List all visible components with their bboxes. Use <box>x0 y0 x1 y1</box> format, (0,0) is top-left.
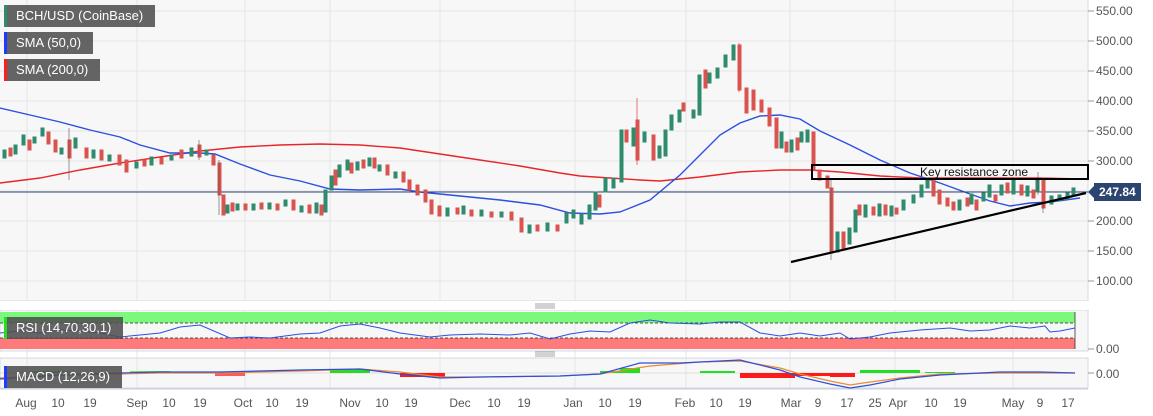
rsi-color-swatch <box>4 317 7 339</box>
legend-symbol-label: BCH/USD (CoinBase) <box>16 8 144 23</box>
y-tick-label: 450.00 <box>1096 64 1133 78</box>
macd-line <box>0 359 1076 389</box>
rsi-axis-label: 0.00 <box>1096 342 1120 356</box>
macd-axis-label: 0.00 <box>1096 367 1120 381</box>
x-tick-label: 10 <box>487 396 501 410</box>
x-tick-label: 10 <box>162 396 176 410</box>
x-tick-label: Dec <box>449 396 470 410</box>
ascending-trendline[interactable] <box>790 191 1087 264</box>
legend-sma50[interactable]: SMA (50,0) <box>4 32 94 54</box>
macd-signal-line <box>0 360 1075 386</box>
rsi-overbought-band <box>0 312 1075 323</box>
legend-macd-label: MACD (12,26,9) <box>16 369 110 384</box>
x-tick-label: 19 <box>953 396 967 410</box>
y-tick-label: 550.00 <box>1096 4 1133 18</box>
x-tick-label: 25 <box>868 396 882 410</box>
rsi-pane-resize-handle[interactable] <box>535 303 555 309</box>
legend-symbol[interactable]: BCH/USD (CoinBase) <box>4 5 156 27</box>
x-tick-label: 19 <box>517 396 531 410</box>
x-tick-label: Oct <box>234 396 253 410</box>
macd-color-swatch <box>4 366 7 388</box>
rsi-oversold-band <box>0 338 1075 349</box>
current-price-tag: 247.84 <box>1088 183 1141 201</box>
main-gridlines <box>0 10 1088 282</box>
x-tick-label: 9 <box>815 396 822 410</box>
x-tick-label: Sep <box>126 396 148 410</box>
legend-sma50-label: SMA (50,0) <box>16 35 82 50</box>
x-tick-label: 17 <box>840 396 854 410</box>
x-tick-label: 10 <box>265 396 279 410</box>
legend-rsi-label: RSI (14,70,30,1) <box>16 320 112 335</box>
legend-macd[interactable]: MACD (12,26,9) <box>4 366 122 388</box>
x-tick-label: Apr <box>889 396 908 410</box>
candlesticks <box>2 43 1076 260</box>
sma50-color-swatch <box>4 32 7 54</box>
x-tick-label: Jan <box>563 396 582 410</box>
x-tick-label: 9 <box>1037 396 1044 410</box>
x-tick-label: Feb <box>675 396 696 410</box>
y-axis: 550.00 500.00 450.00 400.00 350.00 300.0… <box>1088 4 1133 288</box>
x-tick-label: 19 <box>193 396 207 410</box>
symbol-color-swatch <box>4 5 7 27</box>
x-tick-label: 19 <box>295 396 309 410</box>
x-axis: Aug 10 19 Sep 10 19 Oct 10 19 Nov 10 19 … <box>15 396 1075 410</box>
x-tick-label: 19 <box>738 396 752 410</box>
sma200-color-swatch <box>4 59 7 81</box>
legend-sma200[interactable]: SMA (200,0) <box>4 59 101 81</box>
y-tick-label: 350.00 <box>1096 124 1133 138</box>
y-tick-label: 500.00 <box>1096 34 1133 48</box>
x-tick-label: 10 <box>598 396 612 410</box>
macd-pane-resize-handle[interactable] <box>535 351 555 357</box>
x-tick-label: Nov <box>339 396 360 410</box>
x-tick-label: 19 <box>83 396 97 410</box>
y-tick-label: 200.00 <box>1096 214 1133 228</box>
key-resistance-zone-box[interactable] <box>811 164 1089 180</box>
x-tick-label: 10 <box>924 396 938 410</box>
x-tick-label: Mar <box>781 396 802 410</box>
x-tick-label: 17 <box>1061 396 1075 410</box>
y-tick-label: 100.00 <box>1096 274 1133 288</box>
x-tick-label: 10 <box>51 396 65 410</box>
legend-sma200-label: SMA (200,0) <box>16 62 89 77</box>
y-tick-label: 400.00 <box>1096 94 1133 108</box>
legend-rsi[interactable]: RSI (14,70,30,1) <box>4 317 124 339</box>
x-tick-label: May <box>1002 396 1025 410</box>
x-tick-label: 10 <box>709 396 723 410</box>
x-tick-label: 19 <box>628 396 642 410</box>
y-tick-label: 300.00 <box>1096 154 1133 168</box>
key-resistance-zone-label: Key resistance zone <box>920 165 1028 179</box>
x-tick-label: Aug <box>15 396 36 410</box>
y-tick-label: 150.00 <box>1096 244 1133 258</box>
rsi-line <box>0 319 1076 340</box>
x-tick-label: 10 <box>375 396 389 410</box>
x-tick-label: 19 <box>404 396 418 410</box>
